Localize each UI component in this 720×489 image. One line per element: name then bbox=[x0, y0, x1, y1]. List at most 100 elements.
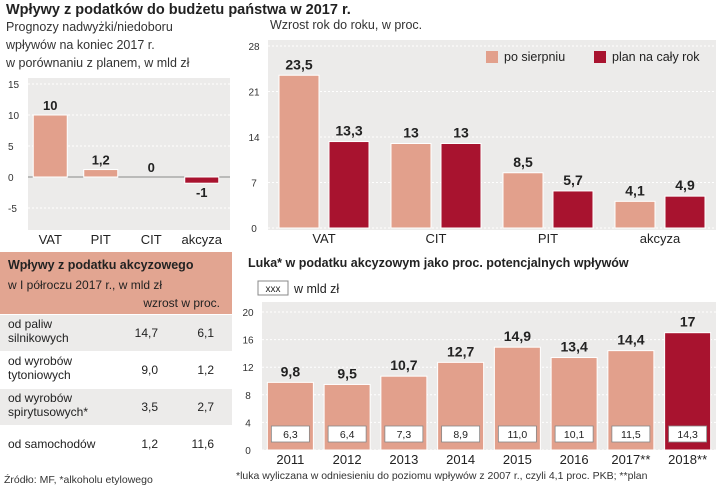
right-subtitle: Wzrost rok do roku, w proc. bbox=[270, 18, 423, 32]
bar bbox=[83, 169, 119, 178]
legend-label: po sierpniu bbox=[504, 50, 565, 64]
x-tick-label: 2015 bbox=[503, 452, 532, 467]
data-label: 14,9 bbox=[504, 328, 531, 344]
row-amount: 14,7 bbox=[134, 326, 158, 340]
y-tick-label: 21 bbox=[248, 88, 260, 99]
y-tick-label: 16 bbox=[242, 336, 254, 347]
bar bbox=[502, 172, 544, 229]
excise-table-header: Wpływy z podatku akcyzowego w I półroczu… bbox=[0, 252, 232, 314]
x-tick-label: PIT bbox=[91, 232, 111, 247]
data-label: 17 bbox=[680, 314, 696, 330]
amount-box bbox=[497, 425, 537, 443]
bottom-chart: 0 4 8 12 16 20 xxx w mld zł 9,8 6,3 2011 9,5 6,4 2012… bbox=[242, 280, 716, 467]
y-tick-label: 20 bbox=[242, 308, 254, 319]
amount-box bbox=[554, 425, 594, 443]
x-tick-label: 2018** bbox=[668, 452, 707, 467]
row-amount: 9,0 bbox=[141, 363, 158, 377]
data-label: 4,1 bbox=[625, 182, 645, 198]
table-title: Wpływy z podatku akcyzowego bbox=[8, 258, 194, 272]
x-tick-label: 2011 bbox=[276, 452, 304, 467]
data-label: 13 bbox=[453, 125, 469, 141]
data-label: 13,3 bbox=[335, 123, 362, 139]
x-tick-label: akcyza bbox=[182, 232, 223, 247]
x-tick-label: 2014 bbox=[446, 452, 475, 467]
bar bbox=[184, 176, 220, 184]
left-subtitle-2: wpływów na koniec 2017 r. bbox=[6, 38, 155, 52]
amount-box bbox=[611, 425, 651, 443]
main-title: Wpływy z podatków do budżetu państwa w 2… bbox=[6, 2, 351, 18]
legend-box bbox=[257, 280, 289, 296]
left-subtitle-1: Prognozy nadwyżki/niedoboru bbox=[6, 20, 173, 34]
left-subtitle-3: w porównaniu z planem, w mld zł bbox=[6, 56, 190, 70]
x-tick-label: 2016 bbox=[560, 452, 589, 467]
x-tick-label: 2017** bbox=[611, 452, 650, 467]
bar bbox=[328, 141, 370, 229]
data-label: 13,4 bbox=[561, 339, 588, 355]
excise-table: Wpływy z podatku akcyzowego w I półroczu… bbox=[0, 252, 232, 462]
data-label: 1,2 bbox=[92, 153, 110, 168]
data-label: 23,5 bbox=[285, 56, 312, 72]
y-tick-label: 7 bbox=[251, 179, 257, 190]
data-label: 5,7 bbox=[563, 172, 583, 188]
legend-label: plan na cały rok bbox=[612, 50, 700, 64]
x-tick-label: 2013 bbox=[389, 452, 418, 467]
amount-label: 14,3 bbox=[677, 429, 698, 441]
bar bbox=[552, 190, 594, 229]
row-growth: 6,1 bbox=[197, 326, 214, 340]
x-tick-label: CIT bbox=[141, 232, 162, 247]
table-row: od paliw silnikowych 14,7 6,1 bbox=[0, 314, 232, 351]
table-subtitle: w I półroczu 2017 r., w mld zł bbox=[8, 278, 163, 292]
bar bbox=[278, 74, 320, 229]
y-tick-label: 5 bbox=[8, 142, 14, 153]
data-label: 9,8 bbox=[281, 363, 301, 379]
legend-swatch bbox=[594, 51, 606, 63]
row-growth: 11,6 bbox=[191, 437, 214, 451]
data-label: -1 bbox=[196, 185, 208, 200]
row-label: od wyrobów tytoniowych bbox=[8, 354, 118, 382]
data-label: 10,7 bbox=[390, 357, 417, 373]
legend-box-label: xxx bbox=[266, 284, 281, 295]
row-label-line: od samochodów bbox=[8, 437, 96, 451]
amount-box bbox=[270, 425, 310, 443]
data-label: 13 bbox=[403, 125, 419, 141]
table-row: od wyrobów tytoniowych 9,0 1,2 bbox=[0, 351, 232, 388]
x-tick-label: CIT bbox=[426, 231, 447, 246]
bar bbox=[390, 143, 432, 229]
data-label: 8,5 bbox=[513, 154, 533, 170]
y-tick-label: 15 bbox=[8, 80, 20, 91]
amount-box bbox=[668, 425, 708, 443]
row-growth: 2,7 bbox=[197, 400, 214, 414]
data-label: 4,9 bbox=[675, 177, 695, 193]
y-tick-label: 10 bbox=[8, 111, 20, 122]
row-label-line: silnikowych bbox=[8, 331, 69, 345]
row-amount: 3,5 bbox=[141, 400, 158, 414]
x-tick-label: VAT bbox=[312, 231, 335, 246]
amount-label: 6,3 bbox=[283, 429, 298, 441]
bottom-chart-title: Luka* w podatku akcyzowym jako proc. pot… bbox=[248, 256, 629, 270]
row-label: od paliw silnikowych bbox=[8, 317, 118, 345]
x-tick-label: VAT bbox=[39, 232, 62, 247]
y-tick-label: -5 bbox=[8, 204, 17, 215]
y-tick-label: 0 bbox=[8, 173, 14, 184]
amount-box bbox=[441, 425, 481, 443]
right-chart: 0 7 14 21 28 23,5 13,3 VAT 13 13 CIT 8,5 5,7 PIT 4,1 4,… bbox=[248, 42, 716, 246]
y-tick-label: 14 bbox=[248, 133, 260, 144]
amount-box bbox=[327, 425, 367, 443]
source-note: Źródło: MF, *alkoholu etylowego bbox=[4, 474, 153, 486]
amount-label: 10,1 bbox=[564, 429, 585, 441]
row-label-line: spirytusowych* bbox=[8, 405, 89, 419]
amount-label: 6,4 bbox=[340, 429, 355, 441]
amount-box bbox=[384, 425, 424, 443]
row-label-line: od wyrobów bbox=[8, 354, 73, 368]
bar bbox=[32, 114, 68, 178]
y-tick-label: 4 bbox=[245, 418, 251, 429]
data-label: 14,4 bbox=[617, 332, 644, 348]
bar bbox=[664, 195, 706, 229]
amount-label: 11,0 bbox=[508, 429, 528, 441]
row-label-line: od paliw bbox=[8, 317, 53, 331]
legend-label: w mld zł bbox=[293, 282, 339, 296]
data-label: 12,7 bbox=[447, 343, 474, 359]
y-tick-label: 0 bbox=[245, 446, 251, 457]
row-label: od samochodów bbox=[8, 437, 118, 451]
row-label-line: tytoniowych bbox=[8, 368, 71, 382]
